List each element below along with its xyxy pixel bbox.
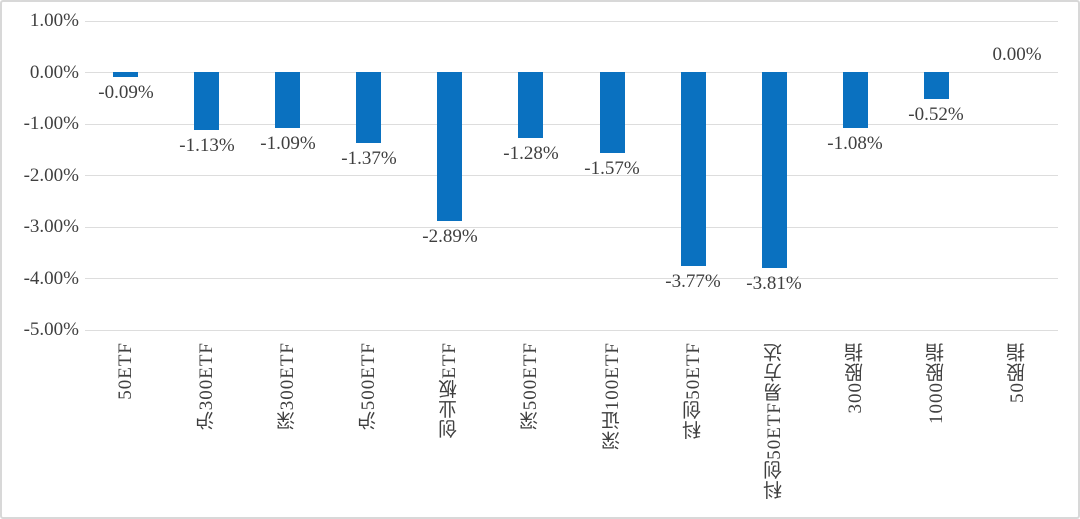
x-tick-label: 50股指 bbox=[1006, 342, 1028, 403]
bar bbox=[194, 72, 219, 130]
value-label: -1.08% bbox=[827, 133, 883, 154]
x-tick-slot: 深500ETF bbox=[490, 342, 571, 514]
bar bbox=[924, 72, 949, 99]
bar bbox=[843, 72, 868, 128]
value-label: -3.81% bbox=[746, 273, 802, 294]
gridline bbox=[85, 227, 1058, 228]
x-tick-label: 1000股指 bbox=[925, 342, 947, 424]
y-tick-label: 1.00% bbox=[29, 10, 79, 31]
x-tick-slot: 沪300ETF bbox=[166, 342, 247, 514]
x-tick-slot: 1000股指 bbox=[896, 342, 977, 514]
x-tick-slot: 沪500ETF bbox=[328, 342, 409, 514]
value-label: -1.09% bbox=[260, 133, 316, 154]
bar bbox=[113, 72, 138, 77]
gridline bbox=[85, 72, 1058, 73]
y-tick-label: -4.00% bbox=[23, 268, 79, 289]
x-tick-label: 科创50ETF bbox=[682, 342, 704, 440]
x-tick-label: 创业板ETF bbox=[438, 342, 460, 439]
x-tick-label: 沪300ETF bbox=[195, 342, 217, 431]
x-tick-slot: 50股指 bbox=[977, 342, 1058, 514]
value-label: -1.28% bbox=[503, 143, 559, 164]
gridline bbox=[85, 21, 1058, 22]
bar bbox=[275, 72, 300, 128]
value-label: -1.57% bbox=[584, 158, 640, 179]
gridline bbox=[85, 124, 1058, 125]
bar bbox=[437, 72, 462, 221]
value-label: -0.52% bbox=[908, 104, 964, 125]
x-tick-label: 300股指 bbox=[844, 342, 866, 414]
x-tick-slot: 深300ETF bbox=[247, 342, 328, 514]
x-tick-label: 深300ETF bbox=[276, 342, 298, 431]
y-tick-label: -3.00% bbox=[23, 216, 79, 237]
value-label: -3.77% bbox=[665, 271, 721, 292]
gridline bbox=[85, 278, 1058, 279]
bar bbox=[600, 72, 625, 153]
bar bbox=[762, 72, 787, 268]
x-tick-label: 50ETF bbox=[114, 342, 136, 400]
x-tick-label: 科创50ETF易方达 bbox=[763, 342, 785, 500]
bar bbox=[681, 72, 706, 266]
x-tick-slot: 创业板ETF bbox=[409, 342, 490, 514]
value-label: 0.00% bbox=[992, 44, 1042, 65]
bar bbox=[356, 72, 381, 143]
x-tick-label: 沪500ETF bbox=[357, 342, 379, 431]
y-tick-label: -1.00% bbox=[23, 113, 79, 134]
value-label: -1.37% bbox=[341, 148, 397, 169]
value-label: -2.89% bbox=[422, 226, 478, 247]
x-tick-slot: 科创50ETF bbox=[653, 342, 734, 514]
x-tick-label: 深500ETF bbox=[519, 342, 541, 431]
gridline bbox=[85, 175, 1058, 176]
x-tick-slot: 深证100ETF bbox=[572, 342, 653, 514]
bar bbox=[518, 72, 543, 138]
gridline bbox=[85, 330, 1058, 331]
y-tick-label: 0.00% bbox=[29, 62, 79, 83]
x-tick-slot: 300股指 bbox=[815, 342, 896, 514]
x-tick-slot: 科创50ETF易方达 bbox=[734, 342, 815, 514]
value-label: -0.09% bbox=[98, 82, 154, 103]
y-tick-label: -5.00% bbox=[23, 319, 79, 340]
x-tick-label: 深证100ETF bbox=[601, 342, 623, 451]
y-tick-label: -2.00% bbox=[23, 165, 79, 186]
x-tick-slot: 50ETF bbox=[85, 342, 166, 514]
value-label: -1.13% bbox=[179, 135, 235, 156]
